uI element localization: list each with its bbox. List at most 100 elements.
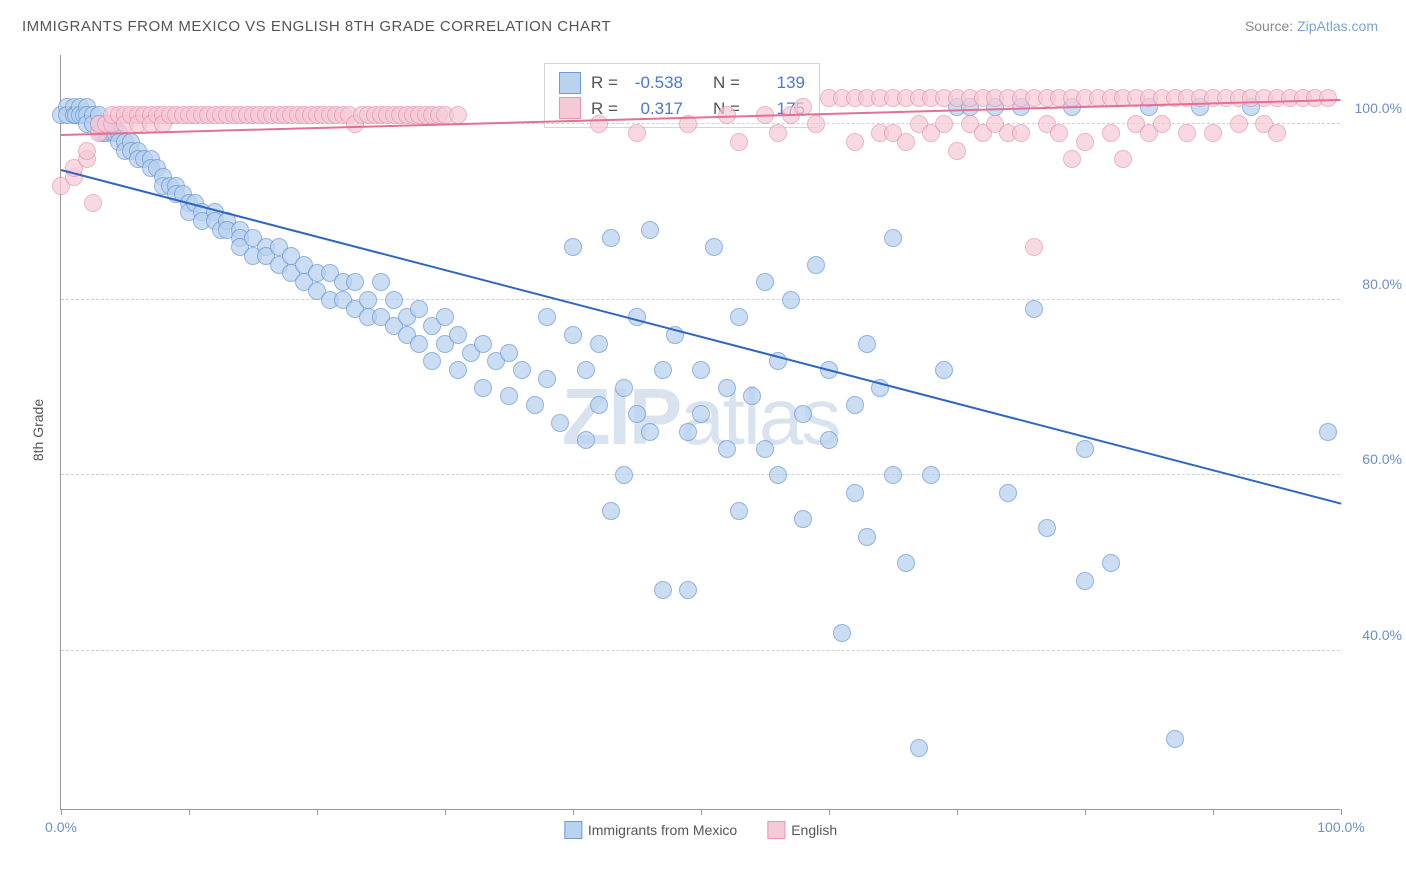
x-tick (701, 809, 702, 815)
scatter-point (846, 396, 864, 414)
x-tick (317, 809, 318, 815)
scatter-point (730, 502, 748, 520)
x-tick-label: 100.0% (1317, 819, 1364, 835)
gridline (61, 650, 1340, 651)
legend-swatch (559, 97, 581, 119)
scatter-point (679, 423, 697, 441)
scatter-point (500, 387, 518, 405)
scatter-point (346, 273, 364, 291)
y-tick-label: 80.0% (1362, 276, 1402, 292)
x-tick (1213, 809, 1214, 815)
scatter-point (628, 124, 646, 142)
scatter-point (641, 221, 659, 239)
legend-swatch (564, 821, 582, 839)
scatter-point (1076, 572, 1094, 590)
scatter-point (922, 466, 940, 484)
legend-bottom: Immigrants from Mexico English (564, 821, 837, 839)
scatter-point (564, 238, 582, 256)
scatter-point (551, 414, 569, 432)
scatter-point (1230, 115, 1248, 133)
legend-item: English (767, 821, 837, 839)
trend-line (61, 169, 1341, 505)
source-link[interactable]: ZipAtlas.com (1297, 18, 1378, 34)
scatter-point (590, 115, 608, 133)
scatter-point (78, 142, 96, 160)
scatter-point (884, 229, 902, 247)
scatter-point (84, 194, 102, 212)
scatter-point (820, 431, 838, 449)
scatter-point (449, 361, 467, 379)
scatter-point (692, 361, 710, 379)
scatter-point (538, 308, 556, 326)
scatter-point (423, 352, 441, 370)
scatter-point (1012, 124, 1030, 142)
scatter-point (1153, 115, 1171, 133)
scatter-point (794, 405, 812, 423)
scatter-point (577, 431, 595, 449)
scatter-point (590, 396, 608, 414)
scatter-point (846, 133, 864, 151)
scatter-point (743, 387, 761, 405)
scatter-point (602, 502, 620, 520)
scatter-point (410, 335, 428, 353)
scatter-point (858, 528, 876, 546)
x-tick (573, 809, 574, 815)
scatter-point (385, 291, 403, 309)
scatter-point (1050, 124, 1068, 142)
scatter-point (1102, 554, 1120, 572)
stat-n-label: N = (713, 70, 743, 96)
scatter-point (513, 361, 531, 379)
scatter-point (1076, 133, 1094, 151)
scatter-point (935, 115, 953, 133)
x-tick (1085, 809, 1086, 815)
source-credit: Source: ZipAtlas.com (1245, 18, 1378, 34)
legend-label: English (791, 822, 837, 838)
stats-legend-row: R =-0.538N =139 (559, 70, 805, 96)
scatter-point (654, 361, 672, 379)
stat-r-label: R = (591, 70, 621, 96)
scatter-point (807, 256, 825, 274)
y-tick-label: 40.0% (1362, 627, 1402, 643)
plot-area: ZIPatlas R =-0.538N =139R =0.317N =175 I… (60, 55, 1340, 810)
scatter-point (615, 466, 633, 484)
scatter-point (897, 554, 915, 572)
scatter-point (1076, 440, 1094, 458)
y-tick-label: 100.0% (1355, 100, 1402, 116)
scatter-point (679, 581, 697, 599)
scatter-point (846, 484, 864, 502)
gridline (61, 299, 1340, 300)
scatter-point (948, 142, 966, 160)
x-tick-label: 0.0% (45, 819, 77, 835)
scatter-point (1178, 124, 1196, 142)
gridline (61, 474, 1340, 475)
scatter-point (1102, 124, 1120, 142)
scatter-point (769, 124, 787, 142)
legend-item: Immigrants from Mexico (564, 821, 737, 839)
scatter-point (410, 300, 428, 318)
scatter-point (718, 379, 736, 397)
scatter-point (436, 308, 454, 326)
scatter-point (756, 273, 774, 291)
scatter-point (1166, 730, 1184, 748)
source-label: Source: (1245, 18, 1297, 34)
scatter-point (1063, 150, 1081, 168)
scatter-point (1114, 150, 1132, 168)
scatter-point (730, 133, 748, 151)
scatter-point (474, 379, 492, 397)
scatter-point (500, 344, 518, 362)
scatter-point (718, 440, 736, 458)
scatter-point (372, 273, 390, 291)
scatter-point (359, 291, 377, 309)
x-tick (189, 809, 190, 815)
x-tick (957, 809, 958, 815)
legend-swatch (767, 821, 785, 839)
scatter-point (449, 326, 467, 344)
scatter-point (1268, 124, 1286, 142)
scatter-point (705, 238, 723, 256)
scatter-point (628, 405, 646, 423)
legend-label: Immigrants from Mexico (588, 822, 737, 838)
scatter-point (1025, 238, 1043, 256)
scatter-point (935, 361, 953, 379)
y-axis-label: 8th Grade (30, 399, 46, 461)
scatter-point (577, 361, 595, 379)
